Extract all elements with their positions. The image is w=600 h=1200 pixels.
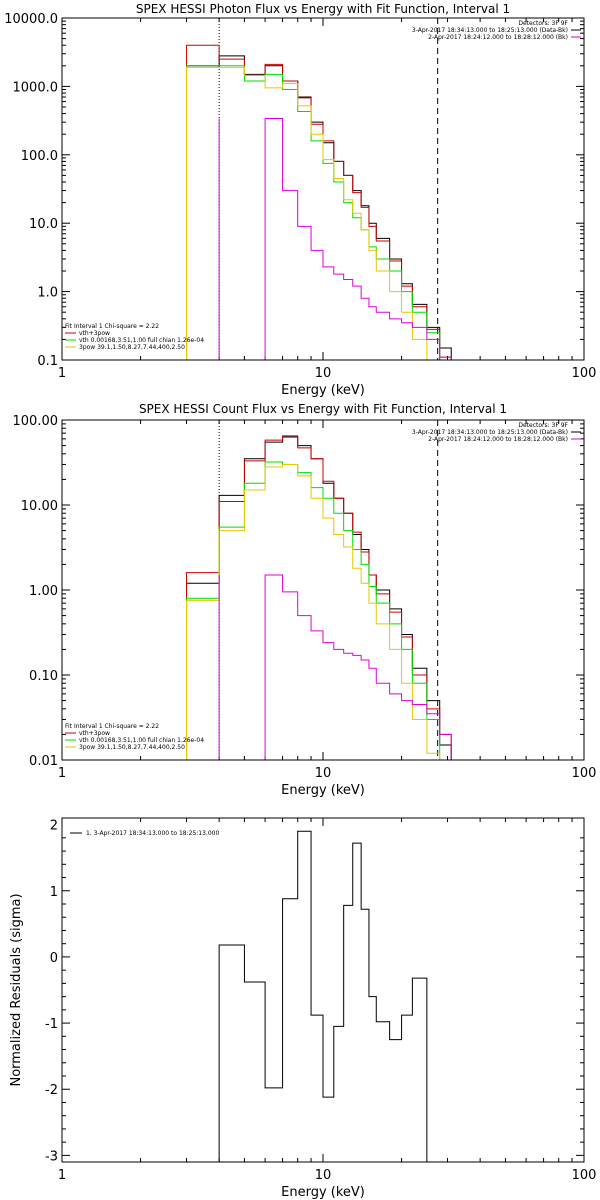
series-3pow (186, 463, 452, 760)
series-residuals (218, 830, 440, 1162)
series-vth-3pow (186, 435, 452, 760)
legend-bottom-text: 3pow 39.1,1.50,8.27,7.44,400,2.50 (79, 344, 185, 351)
y-tick-label: 1000.0 (13, 80, 59, 95)
x-tick-label: 1 (58, 366, 66, 381)
legend-top-text: Detectors: 3F 9F (518, 20, 568, 27)
x-tick-label: 100 (572, 366, 597, 381)
plot-frame (61, 419, 585, 761)
series-data-bk (186, 55, 452, 360)
y-tick-label: 0.10 (29, 669, 58, 684)
legend-top-text: 3-Apr-2017 18:34:13.000 to 18:25:13.000 … (412, 429, 568, 436)
series-bk (264, 117, 452, 360)
legend-bottom-text: 3pow 39.1,1.50,8.27,7.44,400,2.50 (79, 744, 185, 751)
legend-top-text: 3-Apr-2017 18:34:13.000 to 18:25:13.000 … (412, 27, 568, 34)
chart-title: SPEX HESSI Count Flux vs Energy with Fit… (139, 402, 507, 416)
series-vth-3pow (186, 44, 452, 360)
y-axis-label: Normalized Residuals (sigma) (9, 893, 24, 1086)
y-tick-label: 0 (50, 951, 58, 966)
plot-area (218, 830, 440, 1162)
plot-frame (61, 817, 585, 1163)
legend-top-text: 2-Apr-2017 18:24:12.000 to 18:28:12.000 … (428, 436, 568, 443)
residuals-panel: 1 10 100 Energy (keV) -3 -2 -1 0 1 2 Normalized Re… (9, 817, 597, 1200)
y-tick-label: 2 (50, 819, 58, 834)
legend-bottom-text: Fit Interval 1 Chi-square = 2.22 (65, 323, 159, 330)
y-tick-label: -3 (45, 1149, 58, 1164)
y-tick-label: 0.01 (29, 754, 58, 769)
x-tick-label: 10 (315, 1168, 332, 1183)
series-data-bk (186, 436, 452, 760)
x-axis-label: Energy (keV) (281, 383, 365, 398)
x-tick-label: 100 (572, 766, 597, 781)
x-axis-label: Energy (keV) (281, 783, 365, 798)
x-tick-label: 10 (315, 766, 332, 781)
y-tick-label: 10.00 (21, 499, 58, 514)
series-vth (186, 461, 452, 760)
series-3pow (186, 66, 452, 360)
legend-bottom-text: vth 0.00168,3.51,1.00 full chian 1.26e-0… (79, 737, 204, 744)
y-tick-label: 1.0 (37, 286, 58, 301)
plot-area (186, 44, 452, 360)
legend-text: 1. 3-Apr-2017 18:34:13.000 to 18:25:13.0… (86, 830, 219, 837)
legend-bottom-text: Fit Interval 1 Chi-square = 2.22 (65, 723, 159, 730)
y-tick-label: 10.0 (29, 217, 58, 232)
y-tick-label: -1 (45, 1017, 58, 1032)
legend-bottom-text: vth+3pow (79, 330, 110, 337)
series-vth (186, 65, 452, 360)
x-tick-label: 1 (58, 766, 66, 781)
series-bk (264, 574, 452, 760)
y-tick-label: 1.00 (29, 584, 58, 599)
x-tick-label: 1 (58, 1168, 66, 1183)
y-tick-label: -2 (45, 1083, 58, 1098)
plot-area (186, 435, 452, 760)
x-axis-label: Energy (keV) (281, 1185, 365, 1200)
x-tick-label: 10 (315, 366, 332, 381)
y-tick-label: 100.00 (13, 414, 59, 429)
plot-frame (61, 17, 585, 361)
legend-bottom-text: vth+3pow (79, 730, 110, 737)
y-tick-label: 10000.0 (4, 12, 58, 27)
count-flux-panel: SPEX HESSI Count Flux vs Energy with Fit… (13, 402, 597, 798)
chart-title: SPEX HESSI Photon Flux vs Energy with Fi… (136, 2, 510, 16)
y-tick-label: 0.1 (37, 354, 58, 369)
legend-top-text: 2-Apr-2017 18:24:12.000 to 18:28:12.000 … (428, 34, 568, 41)
photon-flux-panel: SPEX HESSI Photon Flux vs Energy with Fi… (4, 2, 596, 398)
legend-top-text: Detectors: 3F 9F (518, 422, 568, 429)
x-tick-label: 100 (572, 1168, 597, 1183)
y-tick-label: 1 (50, 885, 58, 900)
legend-bottom-text: vth 0.00168,3.51,1.00 full chian 1.26e-0… (79, 337, 204, 344)
y-tick-label: 100.0 (21, 149, 58, 164)
